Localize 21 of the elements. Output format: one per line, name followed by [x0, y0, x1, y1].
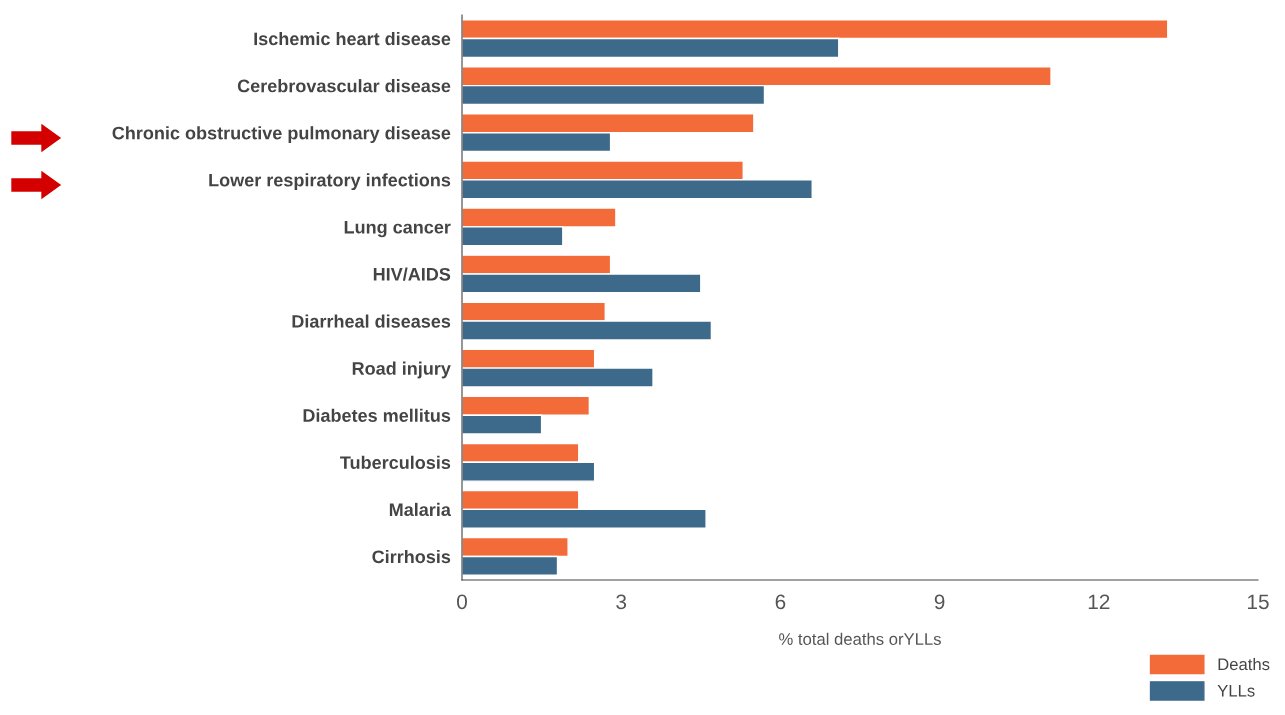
x-axis-title: % total deaths orYLLs [779, 632, 941, 645]
y-tick-label: Chronic obstructive pulmonary disease [112, 126, 451, 143]
y-tick-label: Lower respiratory infections [209, 173, 451, 191]
y-tick-label: HIV/AIDS [373, 267, 451, 281]
legend-label: YLLs [1217, 685, 1255, 697]
x-tick-label: 6 [775, 594, 786, 610]
y-tick-label: Diabetes mellitus [303, 408, 451, 422]
x-tick-label: 9 [934, 594, 945, 610]
legend-label: Deaths [1218, 657, 1270, 671]
y-tick-label: Malaria [389, 502, 452, 517]
y-tick-label: Tuberculosis [340, 455, 451, 470]
y-tick-label: Ischemic heart disease [254, 32, 451, 46]
y-tick-label: Cirrhosis [372, 549, 451, 564]
x-tick-label: 12 [1088, 594, 1110, 609]
y-tick-label: Lung cancer [344, 220, 451, 238]
x-tick-label: 0 [457, 594, 467, 610]
y-tick-label: Cerebrovascular disease [237, 79, 451, 93]
y-tick-label: Diarrheal diseases [292, 314, 451, 328]
x-tick-label: 3 [616, 594, 627, 610]
y-tick-label: Road injury [352, 361, 451, 379]
x-tick-label: 15 [1248, 594, 1269, 610]
